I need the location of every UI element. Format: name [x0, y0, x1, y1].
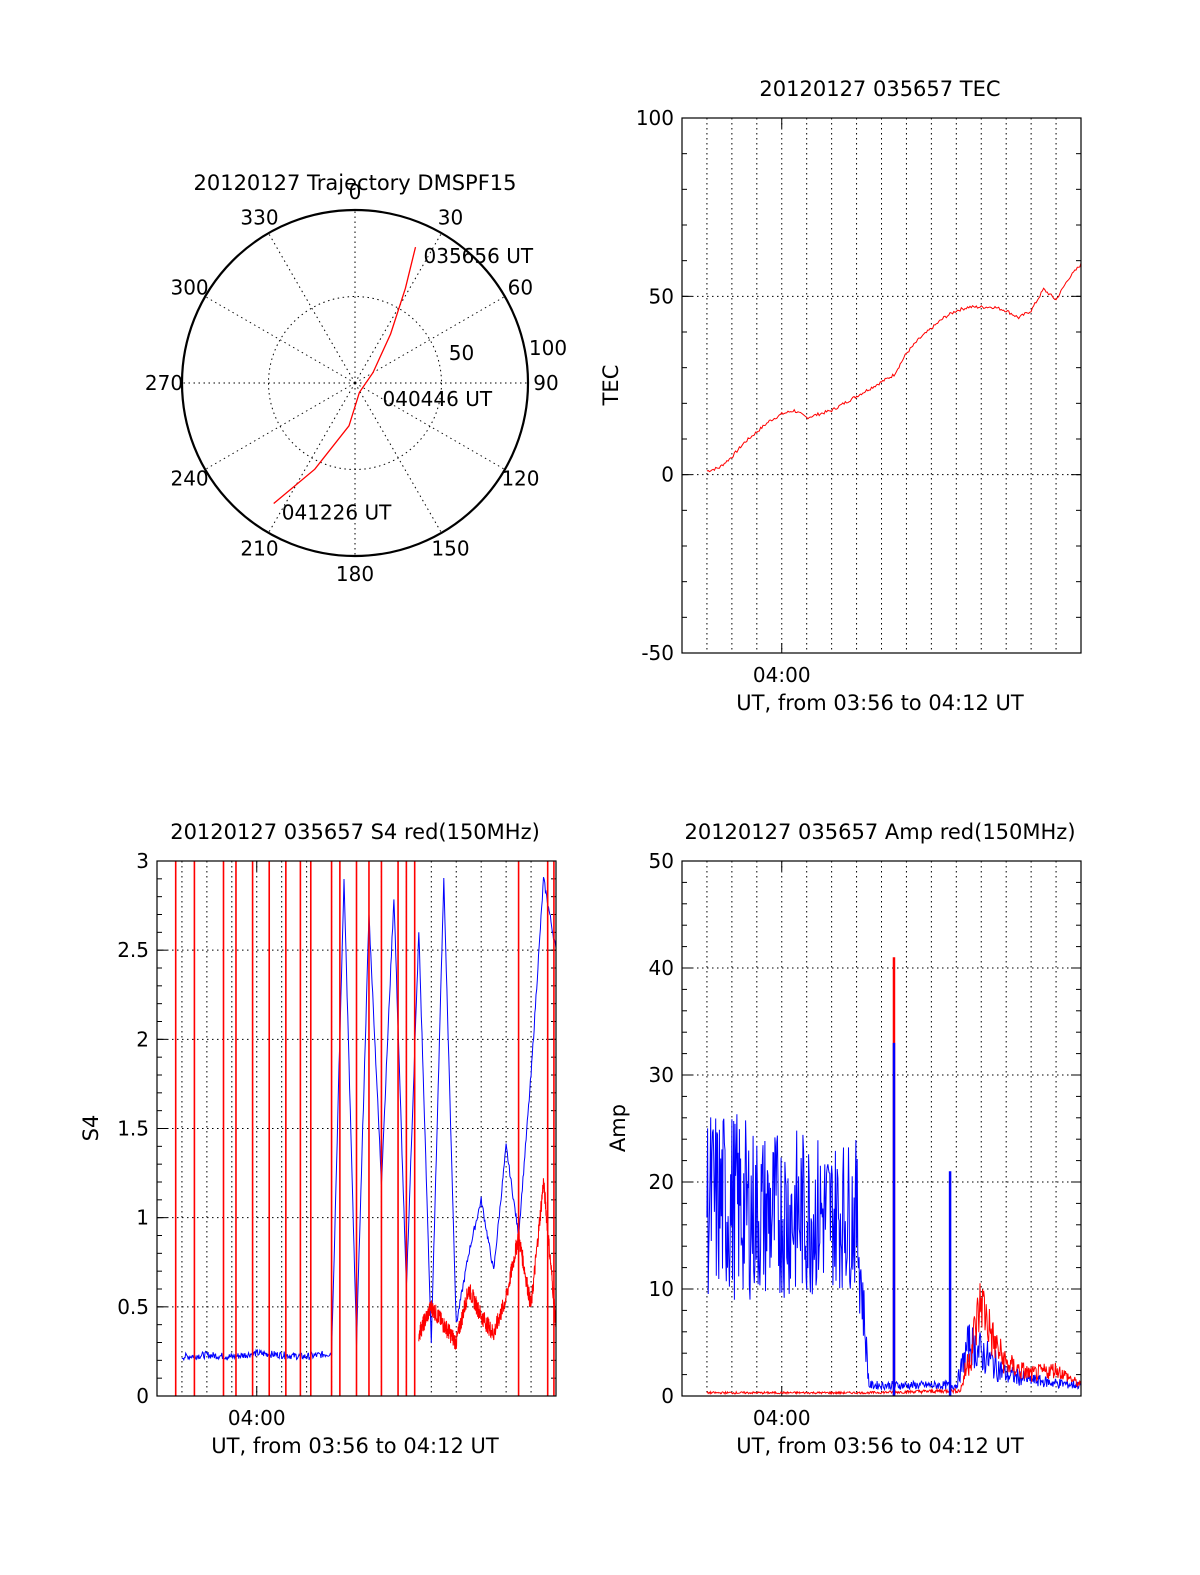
y-tick-label: 30: [649, 1063, 674, 1087]
y-tick-label: 40: [649, 956, 674, 980]
y-tick-label: 0: [136, 1384, 149, 1408]
amp-title: 20120127 035657 Amp red(150MHz): [684, 820, 1075, 844]
amp-ylabel: Amp: [606, 1104, 630, 1152]
polar-radius-label: 50: [449, 341, 474, 365]
polar-angle-label: 180: [336, 562, 374, 586]
polar-spoke: [354, 382, 506, 470]
x-tick-label: 04:00: [228, 1406, 286, 1430]
polar-angle-label: 90: [533, 371, 558, 395]
y-tick-label: 20: [649, 1170, 674, 1194]
y-tick-label: 2.5: [117, 938, 149, 962]
tec-ticks: -50 0 50 100 04:00: [636, 106, 1081, 687]
trajectory-track: [273, 246, 417, 504]
tec-frame: [681, 117, 1082, 654]
amp-chart: 20120127 035657 Amp red(150MHz) Amp UT, …: [606, 820, 1082, 1458]
polar-spoke: [268, 232, 356, 384]
tec-series-0: [706, 262, 1082, 473]
s4-series-1: [418, 1178, 557, 1350]
x-tick-label: 04:00: [753, 1406, 811, 1430]
polar-angle-label: 240: [170, 467, 208, 491]
trajectory-time-label: 041226 UT: [282, 500, 392, 524]
s4-ylabel: S4: [79, 1115, 103, 1142]
y-tick-label: -50: [641, 641, 674, 665]
polar-angle-label: 0: [349, 180, 362, 204]
polar-radius-labels: 50 100: [449, 336, 567, 365]
tec-chart: 20120127 035657 TEC TEC UT, from 03:56 t…: [599, 77, 1082, 715]
polar-grid: [180, 208, 530, 558]
tec-ylabel: TEC: [599, 365, 623, 407]
polar-spoke: [204, 382, 356, 470]
polar-angle-label: 330: [240, 206, 278, 230]
polar-angle-label: 30: [438, 206, 463, 230]
polar-spoke: [204, 296, 356, 384]
y-tick-label: 50: [649, 284, 674, 308]
tec-xlabel: UT, from 03:56 to 04:12 UT: [736, 691, 1024, 715]
tec-grid: [682, 118, 1081, 653]
trajectory-annotations: 035656 UT 040446 UT 041226 UT: [282, 244, 534, 524]
s4-series: [174, 861, 557, 1396]
polar-angle-label: 270: [145, 371, 183, 395]
y-tick-label: 1: [136, 1206, 149, 1230]
y-tick-label: 3: [136, 849, 149, 873]
trajectory-time-label: 035656 UT: [424, 244, 534, 268]
tec-series: [706, 262, 1082, 473]
polar-angle-label: 120: [501, 467, 539, 491]
polar-angle-label: 150: [431, 536, 469, 560]
s4-xlabel: UT, from 03:56 to 04:12 UT: [211, 1434, 499, 1458]
tec-title: 20120127 035657 TEC: [759, 77, 1000, 101]
y-tick-label: 0: [661, 1384, 674, 1408]
s4-frame: [156, 860, 557, 1397]
polar-angle-label: 60: [508, 276, 533, 300]
amp-grid: [682, 861, 1081, 1396]
polar-spoke: [354, 296, 506, 384]
y-tick-label: 2: [136, 1027, 149, 1051]
y-tick-label: 0: [661, 463, 674, 487]
y-tick-label: 0.5: [117, 1295, 149, 1319]
polar-outer-ring: [180, 208, 530, 558]
polar-angle-labels: 0 30 60 90 120 150 180 210 240 270 300 330: [145, 180, 559, 586]
polar-angle-label: 210: [240, 536, 278, 560]
polar-angle-label: 300: [170, 276, 208, 300]
s4-chart: 20120127 035657 S4 red(150MHz) S4 UT, fr…: [79, 820, 557, 1458]
amp-xlabel: UT, from 03:56 to 04:12 UT: [736, 1434, 1024, 1458]
polar-spoke: [354, 232, 442, 384]
amp-series: [706, 957, 1082, 1396]
y-tick-label: 10: [649, 1277, 674, 1301]
trajectory-title: 20120127 Trajectory DMSPF15: [193, 171, 516, 195]
x-tick-label: 04:00: [753, 663, 811, 687]
trajectory-time-label: 040446 UT: [383, 387, 493, 411]
y-tick-label: 50: [649, 849, 674, 873]
polar-spoke: [268, 382, 356, 534]
y-tick-label: 1.5: [117, 1117, 149, 1141]
s4-ticks: 0 0.5 1 1.5 2 2.5 3 04:00: [117, 849, 556, 1430]
trajectory-polar-chart: 20120127 Trajectory DMSPF15 0 30 60 90 120 15…: [145, 171, 567, 586]
s4-title: 20120127 035657 S4 red(150MHz): [170, 820, 540, 844]
polar-spoke: [354, 382, 442, 534]
y-tick-label: 100: [636, 106, 674, 130]
amp-frame: [681, 860, 1082, 1397]
polar-radius-label: 100: [529, 336, 567, 360]
